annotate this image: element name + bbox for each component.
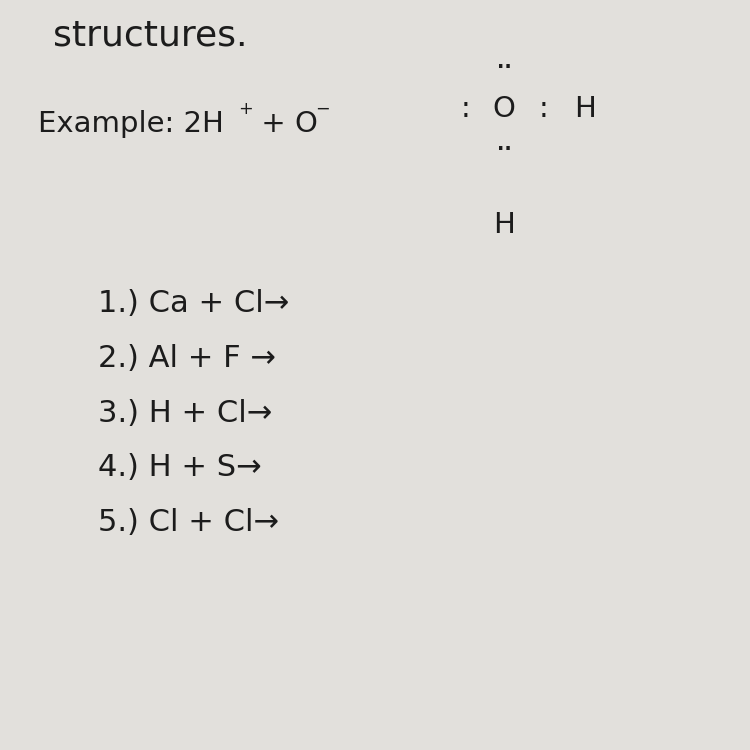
Text: ··: ·· [496,58,512,77]
Text: −: − [315,100,330,118]
Text: :: : [460,94,470,123]
Text: + O: + O [252,110,318,138]
Text: 2.) Al + F →: 2.) Al + F → [98,344,275,373]
Text: 4.) H + S→: 4.) H + S→ [98,454,261,482]
Text: ··: ·· [496,140,512,160]
Text: 3.) H + Cl→: 3.) H + Cl→ [98,399,272,427]
Text: 5.) Cl + Cl→: 5.) Cl + Cl→ [98,509,278,537]
Text: H: H [493,211,515,239]
Text: +: + [238,100,254,118]
Text: O: O [493,94,515,123]
Text: :: : [538,94,548,123]
Text: Example: 2H: Example: 2H [38,110,224,138]
Text: structures.: structures. [53,19,247,53]
Text: H: H [574,94,596,123]
Text: 1.) Ca + Cl→: 1.) Ca + Cl→ [98,290,289,318]
